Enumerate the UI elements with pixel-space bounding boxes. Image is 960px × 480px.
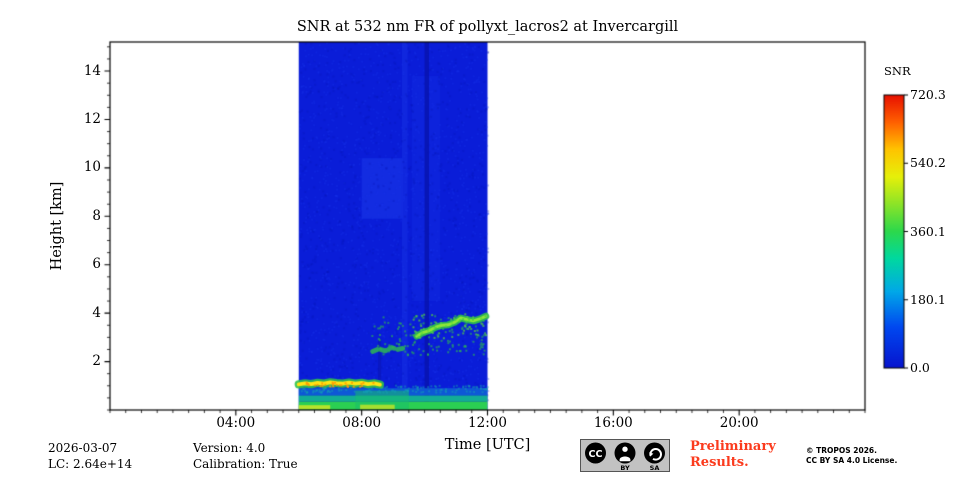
by-person-body <box>619 456 631 462</box>
x-tick-label: 16:00 <box>593 415 633 431</box>
y-tick-label: 8 <box>92 207 101 224</box>
y-tick-label: 12 <box>83 111 101 127</box>
preliminary-line1: Preliminary <box>690 439 776 454</box>
cc-by-sa-badge: CC BY SA <box>580 439 670 472</box>
preliminary-note: Preliminary Results. <box>690 439 776 470</box>
copyright-note: © TROPOS 2026. CC BY SA 4.0 License. <box>806 446 897 465</box>
cc-icon <box>585 442 606 464</box>
x-tick-label: 12:00 <box>468 415 507 431</box>
sa-arrow-head <box>649 452 654 457</box>
y-tick-label: 4 <box>92 304 101 321</box>
x-tick-label: 04:00 <box>216 415 256 431</box>
sa-arrow-arc <box>649 448 662 461</box>
colorbar-tick-label: 180.1 <box>910 291 946 307</box>
by-label: BY <box>620 464 630 472</box>
cc-icon-text: CC <box>589 449 603 460</box>
measurement-date: 2026-03-07 <box>48 441 118 455</box>
colorbar-tick-label: 360.1 <box>910 223 946 239</box>
copyright-line1: © TROPOS 2026. <box>806 446 877 455</box>
plot-title: SNR at 532 nm FR of pollyxt_lacros2 at I… <box>296 19 679 35</box>
calibration-text: Calibration: True <box>193 456 298 471</box>
y-tick-label: 10 <box>83 159 101 176</box>
y-tick-label: 14 <box>83 62 101 79</box>
colorbar-label: SNR <box>884 64 911 78</box>
colorbar-tick-label: 0.0 <box>910 360 930 375</box>
by-person-head <box>622 446 628 452</box>
version-text: Version: 4.0 <box>193 441 266 455</box>
y-tick-label: 6 <box>92 256 101 273</box>
x-axis-label: Time [UTC] <box>444 437 531 453</box>
by-person-icon <box>614 442 636 464</box>
lidar-constant: LC: 2.64e+14 <box>48 456 133 471</box>
footer-date-lc: 2026-03-07 LC: 2.64e+14 <box>48 441 132 472</box>
colorbar-tick-label: 540.2 <box>910 155 946 171</box>
sa-label: SA <box>650 464 660 472</box>
y-tick-label: 2 <box>92 353 101 370</box>
colorbar-tick-label: 720.3 <box>910 87 946 102</box>
x-tick-label: 08:00 <box>342 415 382 431</box>
preliminary-line2: Results. <box>690 454 749 470</box>
copyright-line2: CC BY SA 4.0 License. <box>806 455 898 465</box>
x-tick-label: 20:00 <box>719 415 759 431</box>
footer-version-calibration: Version: 4.0 Calibration: True <box>193 441 298 472</box>
